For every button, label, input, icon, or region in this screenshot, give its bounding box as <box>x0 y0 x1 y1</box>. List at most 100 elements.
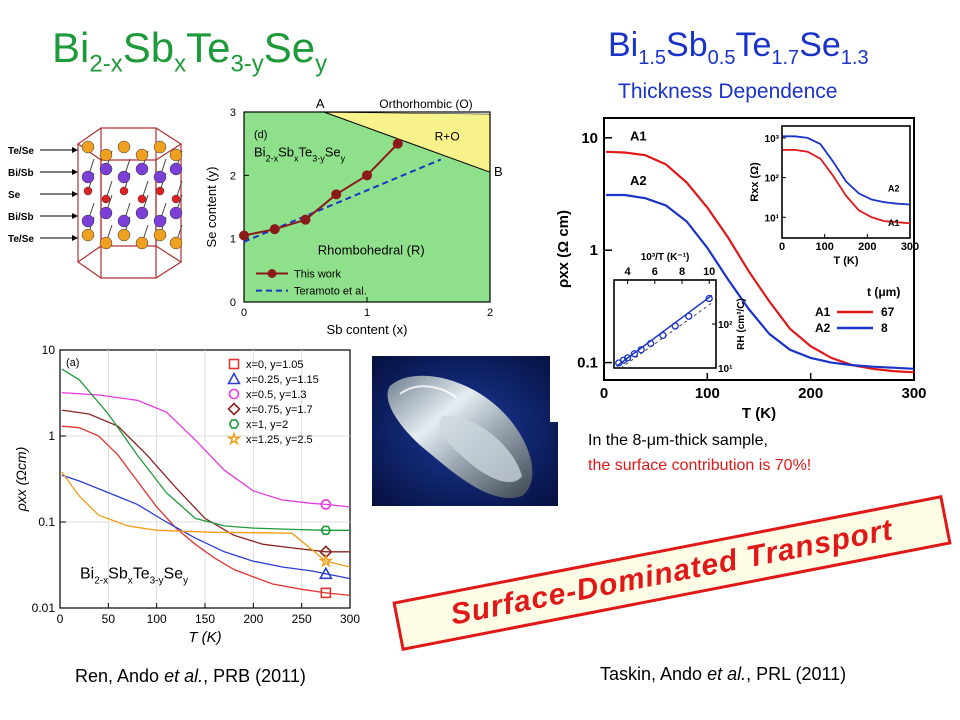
inset-hall-xtick-label: 10 <box>703 266 715 278</box>
crystal-atom <box>137 194 147 204</box>
crystal-label: Te/Se <box>8 146 34 157</box>
thick-curve-label-a1: A1 <box>630 128 647 143</box>
comp-series-line <box>61 409 350 553</box>
crystal-atom <box>83 186 93 196</box>
crystal-highlight <box>399 385 458 399</box>
thick-xtick-label: 100 <box>695 385 720 402</box>
legend-teramoto-label: Teramoto et al. <box>294 286 367 298</box>
inset-hall-xtick-label: 8 <box>679 266 685 278</box>
crystal-atom <box>169 236 183 250</box>
crystal-atom <box>153 170 167 184</box>
crystal-atom <box>99 148 113 162</box>
crystal-atom <box>117 214 131 228</box>
series-this-work-point <box>362 170 372 181</box>
crystal-atom <box>169 162 183 176</box>
inset-rxx-ytick-label: 10¹ <box>765 213 780 224</box>
crystal-cleaved-face <box>439 415 522 483</box>
phase-inset-formula-part: Te <box>298 144 312 159</box>
comp-formula-part: 2-x <box>94 576 108 587</box>
comp-xtick-label: 300 <box>340 612 360 626</box>
legend-this-work-marker <box>267 269 277 278</box>
inset-hall-point <box>623 354 632 362</box>
phase-inset-formula-part: 2-x <box>266 153 279 163</box>
crystal-atom <box>81 170 95 184</box>
phase-ytick-label: 0 <box>230 297 236 309</box>
crystal-atom <box>117 170 131 184</box>
comp-formula-part: x <box>128 576 133 587</box>
comp-formula-part: Sb <box>108 566 128 583</box>
comp-ytick-label: 0.1 <box>38 515 55 529</box>
crystal-atom <box>117 228 131 242</box>
inset-hall-point <box>637 346 645 354</box>
thick-legend-title: t (μm) <box>867 285 900 299</box>
comp-formula-part: Te <box>133 566 150 583</box>
series-this-work-point <box>300 214 311 225</box>
thick-xtick-label: 200 <box>798 385 823 402</box>
phase-xtick-label: 1 <box>364 307 370 319</box>
comp-ytick-label: 10 <box>42 343 56 357</box>
thick-ytick-label: 1 <box>590 242 598 259</box>
inset-hall-point <box>630 350 639 358</box>
phase-inset-formula-part: Se <box>325 144 341 159</box>
phase-inset-formula-part: Bi <box>254 144 266 159</box>
comp-formula-part: 3-y <box>150 576 164 587</box>
phase-inset-formula: Bi2-xSbxTe3-ySey <box>254 144 346 163</box>
comp-legend-marker <box>226 431 242 446</box>
comp-legend-label: x=0, y=1.05 <box>246 359 304 371</box>
crystal-arrow-head <box>72 213 78 219</box>
callout-box: Surface-Dominated Transport <box>392 495 952 651</box>
phase-xtick-label: 2 <box>487 307 493 319</box>
thick-xlabel: T (K) <box>742 405 776 422</box>
comp-panel-label: (a) <box>66 357 79 369</box>
crystal-atom <box>117 140 131 154</box>
inset-rxx-curve-label-a2: A2 <box>888 183 900 193</box>
rho-composition-chart: 0 50 100 150 200 250 300 10 1 0.1 0.01 T (K) ρxx (Ωc… <box>13 343 360 646</box>
comp-series-marker <box>320 587 332 599</box>
crystal-photo-svg <box>372 356 558 506</box>
inset-rxx-series-line <box>782 149 911 225</box>
crystal-label: Te/Se <box>8 234 34 245</box>
citation-left: Ren, Ando et al., PRB (2011) <box>75 666 306 686</box>
inset-hall-xlabel: 10³/T (K⁻¹) <box>641 252 690 263</box>
crystal-atom <box>135 236 149 250</box>
phase-diagram-panel: 0 1 2 0 1 2 3 Sb content (x) Se content (y) (d) Or… <box>200 92 510 340</box>
inset-hall-xtick-label: 4 <box>625 266 632 278</box>
comp-series-marker <box>318 553 334 568</box>
inset-hall-point <box>671 322 679 330</box>
thick-legend-name: A2 <box>815 321 831 335</box>
crystal-atom <box>81 228 95 242</box>
comp-series-line <box>61 368 350 531</box>
inset-rxx-xtick-label: 100 <box>815 241 833 253</box>
comp-series-marker <box>318 566 333 580</box>
phase-diagram-chart: 0 1 2 0 1 2 3 Sb content (x) Se content (y) (d) Or… <box>204 96 503 337</box>
comp-formula: Bi2-xSbxTe3-ySey <box>80 566 188 587</box>
comp-legend-marker <box>227 402 241 416</box>
comp-legend-marker <box>228 358 240 370</box>
inset-hall-ytick-label: 10² <box>718 320 733 331</box>
thick-ytick-label: 0.1 <box>577 355 598 372</box>
phase-xlabel: Sb content (x) <box>327 322 408 337</box>
inset-hall-point <box>705 294 713 303</box>
comp-legend-marker <box>228 419 240 429</box>
thick-xtick-label: 0 <box>600 385 608 402</box>
thick-ylabel: ρxx (Ω cm) <box>555 210 572 288</box>
series-this-work-point <box>239 230 249 241</box>
crystal-label: Bi/Sb <box>8 168 34 179</box>
comp-legend-marker <box>227 371 241 385</box>
inset-rxx-ytick-label: 10³ <box>765 134 780 145</box>
comp-series-line <box>61 425 351 597</box>
citation-right: Taskin, Ando et al., PRL (2011) <box>600 664 847 684</box>
crystal-label: Bi/Sb <box>8 212 34 223</box>
crystal-atom <box>153 228 167 242</box>
thick-series-line <box>606 193 915 370</box>
inset-rxx-series-line <box>782 135 911 206</box>
callout-text: Surface-Dominated Transport <box>392 495 952 651</box>
crystal-structure-svg: Te/Se Bi/Sb Se Bi/Sb Te/Se <box>8 127 183 279</box>
crystal-atom <box>169 206 183 220</box>
crystal-arrow-head <box>72 147 78 153</box>
comp-series-line <box>61 471 351 568</box>
crystal-bottom-face <box>76 245 183 279</box>
comp-series-line <box>61 474 351 580</box>
region-label-rhombohedral: Rhombohedral (R) <box>318 243 425 258</box>
series-this-work-point <box>269 224 280 235</box>
